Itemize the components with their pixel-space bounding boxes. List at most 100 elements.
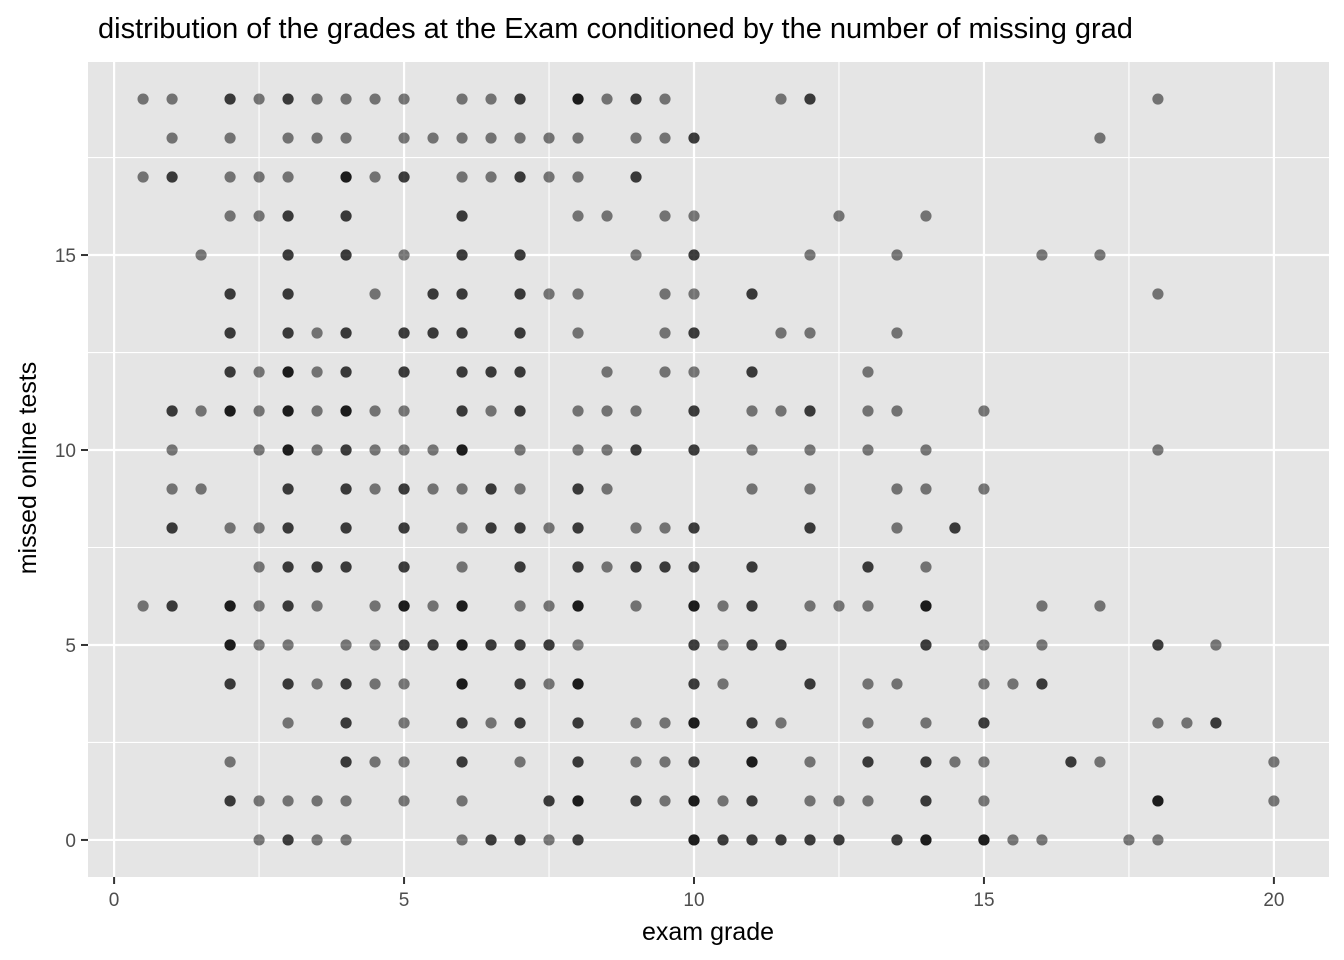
data-point [601, 561, 613, 573]
data-point [224, 639, 236, 651]
data-point [369, 405, 381, 417]
data-point [137, 600, 149, 612]
data-point [775, 639, 787, 651]
data-point [282, 366, 294, 378]
data-point [601, 444, 613, 456]
data-point [282, 210, 294, 222]
data-point [1152, 444, 1164, 456]
data-point [862, 366, 874, 378]
data-point [862, 756, 874, 768]
data-point [340, 249, 352, 261]
data-point [311, 366, 323, 378]
data-point [427, 483, 439, 495]
x-tick-label: 5 [399, 890, 410, 911]
data-point [804, 444, 816, 456]
data-point [717, 639, 729, 651]
data-point [891, 678, 903, 690]
data-point [1036, 639, 1048, 651]
data-point [398, 639, 410, 651]
data-point [224, 600, 236, 612]
data-point [572, 678, 584, 690]
data-point [282, 717, 294, 729]
data-point [688, 132, 700, 144]
data-point [1152, 288, 1164, 300]
data-point [717, 678, 729, 690]
data-point [572, 93, 584, 105]
data-point [717, 834, 729, 846]
y-axis-title: missed online tests [14, 362, 42, 575]
data-point [978, 756, 990, 768]
data-point [456, 288, 468, 300]
data-point [659, 561, 671, 573]
data-point [804, 678, 816, 690]
data-point [630, 405, 642, 417]
data-point [224, 93, 236, 105]
x-axis: 0 5 10 15 20 [109, 877, 1284, 911]
data-point [920, 561, 932, 573]
data-point [282, 483, 294, 495]
data-point [340, 405, 352, 417]
data-point [572, 756, 584, 768]
data-point [862, 600, 874, 612]
data-point [862, 795, 874, 807]
data-point [746, 561, 758, 573]
x-tick-label: 10 [683, 890, 704, 911]
data-point [659, 717, 671, 729]
data-point [572, 132, 584, 144]
data-point [166, 483, 178, 495]
data-point [369, 639, 381, 651]
data-point [427, 288, 439, 300]
data-point [543, 678, 555, 690]
data-point [804, 483, 816, 495]
data-point [746, 483, 758, 495]
data-point [137, 93, 149, 105]
data-point [804, 405, 816, 417]
data-point [572, 561, 584, 573]
data-point [572, 288, 584, 300]
data-point [1094, 600, 1106, 612]
data-point [224, 756, 236, 768]
data-point [282, 600, 294, 612]
data-point [1123, 834, 1135, 846]
data-point [282, 132, 294, 144]
data-point [166, 600, 178, 612]
data-point [1210, 639, 1222, 651]
data-point [456, 132, 468, 144]
data-point [340, 171, 352, 183]
data-point [398, 756, 410, 768]
data-point [456, 717, 468, 729]
data-point [514, 249, 526, 261]
data-point [485, 132, 497, 144]
data-point [978, 717, 990, 729]
y-tick-label: 15 [55, 246, 76, 267]
data-point [514, 717, 526, 729]
data-point [630, 600, 642, 612]
data-point [311, 444, 323, 456]
data-point [688, 249, 700, 261]
data-point [485, 405, 497, 417]
data-point [340, 756, 352, 768]
data-point [398, 483, 410, 495]
data-point [514, 600, 526, 612]
data-point [572, 522, 584, 534]
data-point [572, 795, 584, 807]
data-point [340, 522, 352, 534]
data-point [572, 327, 584, 339]
data-point [775, 717, 787, 729]
data-point [369, 483, 381, 495]
data-point [920, 717, 932, 729]
data-point [514, 171, 526, 183]
data-point [688, 210, 700, 222]
data-point [1152, 639, 1164, 651]
data-point [166, 132, 178, 144]
data-point [398, 444, 410, 456]
data-point [485, 483, 497, 495]
data-point [746, 717, 758, 729]
data-point [485, 522, 497, 534]
data-point [340, 678, 352, 690]
data-point [1094, 249, 1106, 261]
data-point [514, 366, 526, 378]
data-point [166, 522, 178, 534]
data-point [398, 522, 410, 534]
